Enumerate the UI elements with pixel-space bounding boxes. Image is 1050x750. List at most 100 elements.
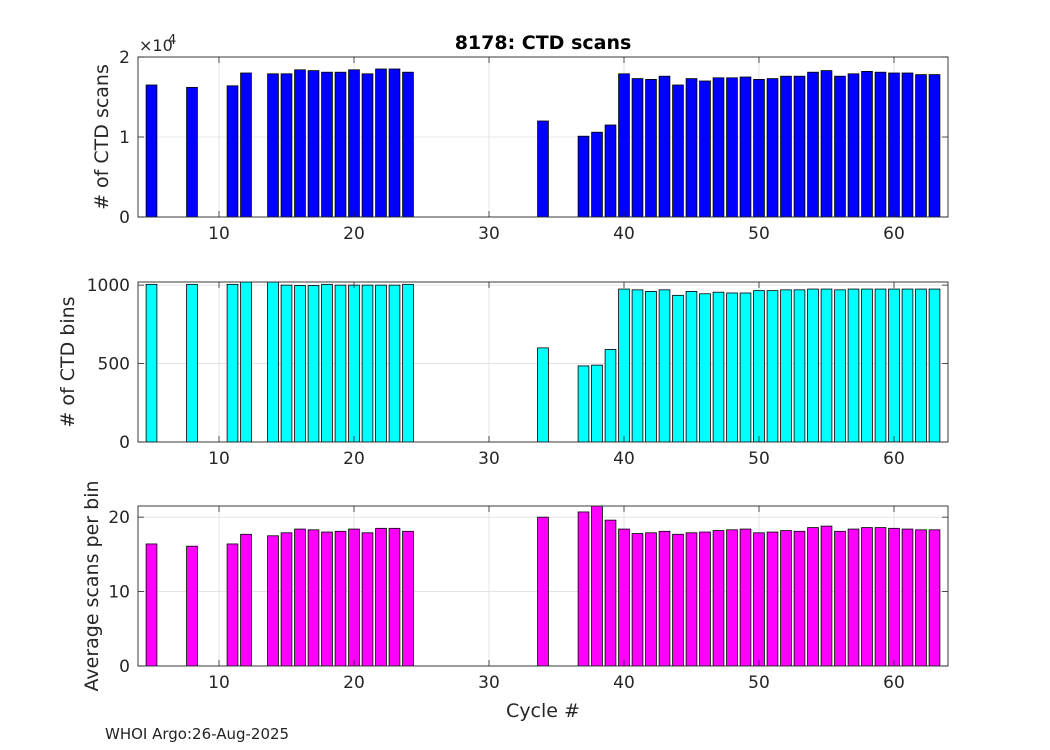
bar-cycle-23 [388, 527, 401, 666]
x-tick-label: 40 [613, 449, 635, 469]
bar-cycle-60 [888, 288, 900, 442]
bar-cycle-22 [375, 284, 387, 442]
y-exponent-label: ×10 [139, 36, 173, 55]
axes-frame [137, 505, 949, 667]
bar-cycle-61 [901, 528, 914, 666]
bar-cycle-52 [780, 530, 792, 666]
bar-cycle-59 [874, 527, 887, 666]
bar-cycle-38 [591, 364, 603, 442]
bar-cycle-19 [334, 71, 347, 217]
bar-cycle-19 [334, 284, 347, 442]
x-tick-label: 50 [748, 449, 770, 469]
x-tick-label: 30 [478, 673, 500, 693]
bar-cycle-53 [793, 75, 806, 217]
x-tick-label: 30 [478, 224, 500, 244]
bar-cycle-8 [186, 545, 198, 666]
bar-cycle-24 [402, 530, 414, 666]
bar-cycle-52 [780, 75, 792, 217]
bar-cycle-38 [591, 506, 603, 666]
x-tick-label: 50 [748, 673, 770, 693]
bar-cycle-47 [712, 291, 725, 442]
bar-cycle-48 [726, 77, 738, 217]
bar-cycle-44 [672, 533, 684, 666]
bar-cycle-17 [307, 529, 320, 666]
bar-cycle-20 [348, 284, 360, 442]
bar-cycle-8 [186, 87, 198, 217]
bar-cycle-58 [861, 71, 873, 217]
bar-cycle-15 [280, 532, 293, 666]
bar-cycle-24 [402, 283, 414, 442]
bar-cycle-15 [280, 73, 293, 217]
bar-cycle-63 [928, 529, 941, 666]
bar-cycle-47 [712, 530, 725, 666]
bar-cycle-40 [618, 528, 630, 666]
y-tick-label: 0 [119, 208, 130, 228]
x-tick-label: 40 [613, 224, 635, 244]
bar-cycle-37 [577, 135, 590, 217]
bar-cycle-17 [307, 70, 320, 217]
bar-cycle-14 [267, 73, 279, 217]
bar-cycle-18 [321, 71, 333, 217]
bar-cycle-58 [861, 288, 873, 442]
x-tick-label: 20 [343, 673, 365, 693]
bar-cycle-49 [739, 292, 752, 442]
bar-cycle-59 [874, 71, 887, 217]
bar-cycle-34 [537, 516, 549, 666]
bar-cycle-11 [226, 283, 239, 442]
bar-cycle-42 [645, 79, 657, 217]
bar-cycle-40 [618, 288, 630, 442]
bar-cycle-62 [915, 529, 927, 666]
bar-cycle-54 [807, 71, 819, 217]
chart-panel-1: 10 20 30 40 50 60 0 1 2 # of CTD scans 8178: CTD s… [91, 32, 949, 244]
y-tick-label: 20 [108, 508, 130, 528]
bar-cycle-39 [604, 349, 617, 442]
bar-cycle-37 [577, 511, 590, 666]
bar-cycle-42 [645, 532, 657, 666]
bar-cycle-53 [793, 289, 806, 442]
bar-cycle-57 [847, 73, 860, 217]
bar-cycle-5 [145, 283, 158, 442]
bar-cycle-20 [348, 528, 360, 666]
bar-cycle-40 [618, 73, 630, 217]
bar-cycle-8 [186, 283, 198, 442]
x-tick-label: 60 [883, 673, 905, 693]
bar-cycle-51 [766, 531, 779, 666]
bar-cycle-18 [321, 283, 333, 442]
y-tick-label: 0 [119, 433, 130, 453]
x-axis-label: Cycle # [506, 700, 580, 722]
bar-cycle-43 [658, 289, 671, 442]
x-tick-label: 10 [208, 673, 230, 693]
bar-cycle-18 [321, 531, 333, 666]
bar-cycle-45 [685, 78, 698, 217]
bar-cycle-41 [631, 78, 644, 217]
x-tick-label: 20 [343, 224, 365, 244]
bar-cycle-16 [294, 285, 306, 442]
y-exponent-power: 4 [168, 33, 176, 48]
bar-cycle-48 [726, 292, 738, 442]
bar-cycle-63 [928, 288, 941, 442]
bar-cycle-60 [888, 72, 900, 217]
bar-cycle-55 [820, 288, 833, 442]
bar-cycle-23 [388, 68, 401, 217]
bar-cycle-56 [834, 289, 846, 442]
bar-cycle-42 [645, 291, 657, 442]
bar-cycle-12 [240, 533, 252, 666]
bar-cycle-50 [753, 290, 765, 442]
bar-cycle-62 [915, 74, 927, 217]
bar-cycle-50 [753, 532, 765, 666]
y-tick-label: 10 [108, 583, 130, 603]
chart-panel-2: 10 20 30 40 50 60 0 500 1000 # of CTD bins [57, 276, 949, 469]
bar-cycle-34 [537, 120, 549, 217]
bar-cycle-16 [294, 69, 306, 217]
bar-cycle-51 [766, 290, 779, 442]
bar-cycle-20 [348, 69, 360, 217]
x-tick-label: 50 [748, 224, 770, 244]
bar-cycle-39 [604, 124, 617, 217]
bar-cycle-44 [672, 294, 684, 442]
bar-cycle-21 [361, 73, 374, 217]
axes-frame [137, 281, 949, 443]
footer-stamp: WHOI Argo:26-Aug-2025 [105, 725, 289, 743]
bar-cycle-44 [672, 84, 684, 217]
y-axis-label: Average scans per bin [81, 480, 103, 691]
